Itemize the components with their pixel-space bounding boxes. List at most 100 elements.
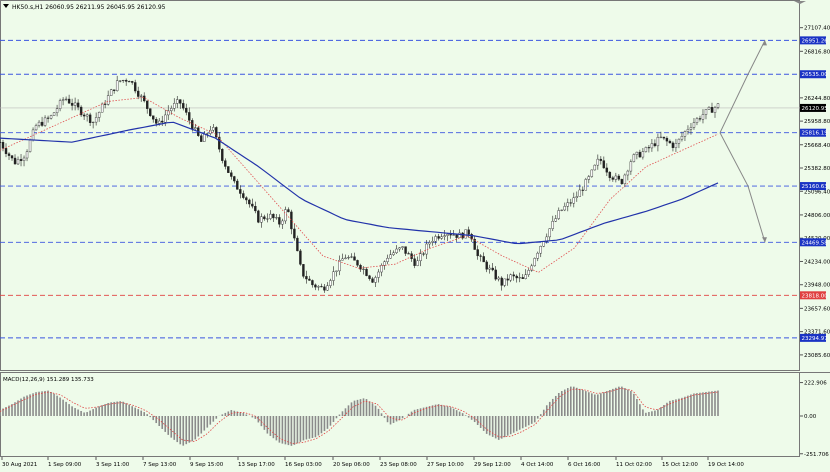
candle-body xyxy=(677,138,681,144)
candle-body xyxy=(689,127,693,130)
candle-body xyxy=(266,218,269,220)
level-label-4: 24469.58 xyxy=(802,240,829,246)
candle-body xyxy=(85,114,89,117)
candle-body xyxy=(716,103,720,108)
candle-body xyxy=(329,280,332,286)
candle-body xyxy=(67,98,71,104)
candle-body xyxy=(236,180,239,190)
macd-tick-label-2: -251.706 xyxy=(804,452,829,458)
candle-body xyxy=(55,108,59,113)
candle-body xyxy=(389,254,392,259)
candle-body xyxy=(419,253,422,262)
candle-body xyxy=(350,256,353,258)
candle-body xyxy=(608,171,612,178)
candle-body xyxy=(194,127,197,130)
candle-body xyxy=(707,106,711,110)
candle-body xyxy=(257,210,260,223)
candle-body xyxy=(359,265,362,270)
candle-body xyxy=(614,175,618,180)
candle-body xyxy=(494,269,497,280)
candle-body xyxy=(611,177,615,180)
candle-body xyxy=(374,277,377,283)
candle-body xyxy=(509,274,512,281)
price-tick-label-13: 23085.60 xyxy=(804,353,830,359)
candle-body xyxy=(356,260,359,266)
candle-body xyxy=(58,100,62,109)
time-tick-label-12: 6 Oct 16:00 xyxy=(568,462,601,468)
candle-body xyxy=(233,176,236,182)
candle-body xyxy=(665,137,669,142)
candle-body xyxy=(695,118,699,123)
candle-body xyxy=(245,197,248,201)
candle-body xyxy=(230,172,233,177)
candle-body xyxy=(641,151,645,158)
candle-body xyxy=(221,148,224,161)
candle-body xyxy=(146,100,149,109)
candle-body xyxy=(515,275,518,279)
candle-body xyxy=(215,127,218,138)
time-tick-label-1: 1 Sep 09:00 xyxy=(48,462,82,468)
candle-body xyxy=(482,256,485,263)
candle-body xyxy=(617,175,621,180)
candle-body xyxy=(88,114,92,123)
candle-body xyxy=(476,249,479,257)
candle-body xyxy=(278,217,281,225)
candle-body xyxy=(191,120,194,130)
candle-body xyxy=(224,160,227,167)
level-label-box-6 xyxy=(800,333,826,342)
arrow-line-down xyxy=(719,132,766,243)
level-label-box-2 xyxy=(800,128,826,137)
candle-body xyxy=(305,276,308,280)
candle-body xyxy=(635,151,639,155)
arrow-head-down xyxy=(762,237,767,243)
candle-body xyxy=(49,115,53,119)
candle-body xyxy=(392,252,395,255)
ma-red-line xyxy=(0,96,719,273)
level-label-box-4 xyxy=(800,238,826,247)
candle-body xyxy=(263,216,266,220)
arrow-head-up xyxy=(762,40,767,46)
time-tick-label-15: 19 Oct 14:00 xyxy=(708,462,744,468)
shift-marker-icon[interactable] xyxy=(794,1,806,4)
price-tick-label-11: 23657.60 xyxy=(804,306,830,312)
candle-body xyxy=(299,250,302,265)
candle-body xyxy=(491,267,494,271)
candle-body xyxy=(662,136,666,139)
candle-body xyxy=(524,274,527,279)
candle-body xyxy=(473,238,476,250)
candle-body xyxy=(701,114,705,120)
candle-body xyxy=(341,258,344,261)
macd-axis: 222.906 0.00 -251.706 xyxy=(800,381,829,458)
candle-body xyxy=(560,209,563,211)
time-axis: 30 Aug 2021 1 Sep 09:00 3 Sep 11:00 7 Sep 1… xyxy=(1,457,744,468)
candle-body xyxy=(704,109,708,115)
candle-body xyxy=(112,89,116,91)
candle-body xyxy=(170,108,173,111)
candle-body xyxy=(139,95,143,97)
candle-body xyxy=(133,82,137,92)
candle-body xyxy=(281,220,284,225)
candle-body xyxy=(115,80,119,91)
candle-body xyxy=(404,246,407,254)
price-tick-label-4: 25668.40 xyxy=(804,143,830,149)
candle-body xyxy=(52,112,56,116)
candle-body xyxy=(109,89,113,96)
price-tick-label-1: 26816.80 xyxy=(804,49,830,55)
candle-body xyxy=(206,133,209,135)
candle-body xyxy=(440,236,443,239)
candle-body xyxy=(572,197,575,204)
triangle-down-icon[interactable] xyxy=(3,4,9,8)
candle-body xyxy=(200,135,203,142)
candle-body xyxy=(149,108,152,116)
candle-body xyxy=(512,274,515,277)
candle-body xyxy=(620,179,624,185)
candle-body xyxy=(458,232,461,238)
candle-body xyxy=(395,248,398,254)
candle-body xyxy=(320,286,323,288)
candle-body xyxy=(332,271,335,281)
candle-body xyxy=(686,129,690,132)
chart-header: HK50.s,H1 26060.95 26211.95 26045.95 261… xyxy=(3,4,166,11)
candle-body xyxy=(314,284,317,288)
candle-body xyxy=(242,193,245,198)
